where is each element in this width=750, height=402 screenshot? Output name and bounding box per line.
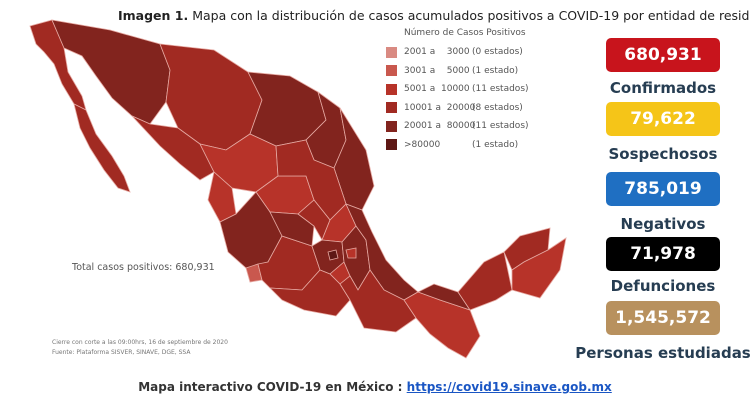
legend-range: 3001 a 5000 bbox=[404, 65, 470, 76]
legend-count: (11 estados) bbox=[472, 121, 529, 132]
figure-title: Imagen 1. Mapa con la distribución de ca… bbox=[118, 8, 750, 23]
stat-confirmados-label: Confirmados bbox=[609, 79, 717, 97]
legend-count: (1 estado) bbox=[472, 139, 519, 150]
legend-swatch bbox=[386, 65, 397, 77]
stat-estudiadas-value: 1,545,572 bbox=[615, 308, 711, 328]
legend-count: (0 estados) bbox=[472, 47, 523, 58]
total-positive-cases: Total casos positivos: 680,931 bbox=[72, 262, 215, 273]
sinave-link[interactable]: https://covid19.sinave.gob.mx bbox=[406, 380, 612, 394]
footer-text: Mapa interactivo COVID-19 en México : bbox=[138, 380, 403, 394]
legend-swatch bbox=[386, 102, 397, 114]
state-tlaxcala[interactable] bbox=[345, 247, 357, 259]
legend-count: (8 estados) bbox=[472, 102, 523, 113]
legend-range: 20001 a 80000 bbox=[404, 121, 476, 132]
state-campeche[interactable] bbox=[457, 251, 513, 311]
state-baja-california-sur[interactable] bbox=[73, 103, 131, 193]
stat-negativos-box: 785,019 bbox=[606, 172, 720, 206]
stat-defunciones-box: 71,978 bbox=[606, 237, 720, 271]
state-quintana-roo[interactable] bbox=[511, 237, 567, 299]
stat-sospechosos-box: 79,622 bbox=[606, 102, 720, 136]
stat-estudiadas-box: 1,545,572 bbox=[606, 301, 720, 335]
state-cdmx[interactable] bbox=[327, 249, 339, 261]
footnote: Cierre con corte a las 09:00hrs, 16 de s… bbox=[52, 338, 228, 358]
stat-sospechosos-label: Sospechosos bbox=[608, 145, 718, 163]
legend-range: 5001 a 10000 bbox=[404, 84, 470, 95]
legend-item: 10001 a 20000 (8 estados) bbox=[386, 99, 529, 118]
legend-item: 20001 a 80000 (11 estados) bbox=[386, 117, 529, 136]
stat-sospechosos-value: 79,622 bbox=[630, 109, 696, 129]
map-legend: Número de Casos Positivos 2001 a 3000 (0 … bbox=[386, 28, 529, 154]
footnote-source: Fuente: Plataforma SISVER, SINAVE, DGE, … bbox=[52, 349, 191, 356]
figure-label: Imagen 1. bbox=[118, 8, 189, 23]
legend-count: (1 estado) bbox=[472, 65, 519, 76]
footnote-cutoff: Cierre con corte a las 09:00hrs, 16 de s… bbox=[52, 339, 228, 346]
legend-item: 5001 a 10000 (11 estados) bbox=[386, 80, 529, 99]
stat-negativos-value: 785,019 bbox=[624, 179, 702, 199]
legend-range: 2001 a 3000 bbox=[404, 47, 470, 58]
legend-range: 10001 a 20000 bbox=[404, 102, 476, 113]
legend-swatch bbox=[386, 83, 397, 95]
legend-item: 3001 a 5000 (1 estado) bbox=[386, 62, 529, 81]
legend-title: Número de Casos Positivos bbox=[404, 28, 526, 38]
state-sonora[interactable] bbox=[51, 19, 171, 125]
stat-defunciones-value: 71,978 bbox=[630, 244, 696, 264]
legend-range: >80000 bbox=[404, 139, 441, 150]
stat-negativos-label: Negativos bbox=[620, 215, 706, 233]
legend-swatch bbox=[386, 46, 397, 58]
stat-defunciones-label: Defunciones bbox=[610, 277, 716, 295]
legend-item: 2001 a 3000 (0 estados) bbox=[386, 43, 529, 62]
figure-caption: Mapa con la distribución de casos acumul… bbox=[192, 8, 750, 23]
state-chiapas[interactable] bbox=[403, 291, 481, 359]
legend-item: >80000 (1 estado) bbox=[386, 136, 529, 155]
interactive-map-footer: Mapa interactivo COVID-19 en México : ht… bbox=[0, 380, 750, 394]
stat-estudiadas-label: Personas estudiadas bbox=[575, 344, 750, 362]
legend-swatch bbox=[386, 120, 397, 132]
legend-count: (11 estados) bbox=[472, 84, 529, 95]
legend-swatch bbox=[386, 139, 397, 151]
stat-confirmados-value: 680,931 bbox=[624, 45, 702, 65]
legend-rows: 2001 a 3000 (0 estados) 3001 a 5000 (1 esta… bbox=[386, 43, 529, 154]
stat-confirmados-box: 680,931 bbox=[606, 38, 720, 72]
